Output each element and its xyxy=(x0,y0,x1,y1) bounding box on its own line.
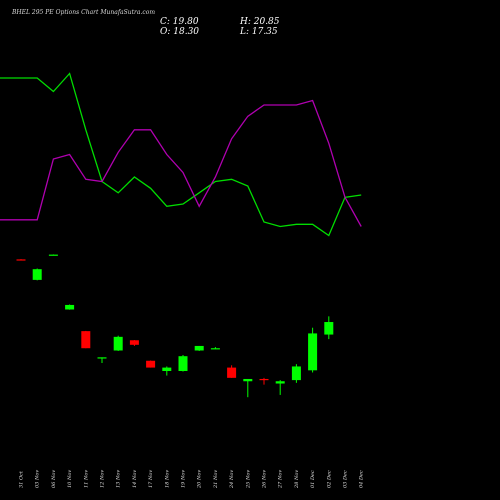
candles xyxy=(16,254,334,398)
candle-body xyxy=(291,366,301,381)
candle xyxy=(324,316,334,340)
candle-body xyxy=(210,348,220,350)
green-overlay-line xyxy=(0,72,362,237)
candle xyxy=(129,340,139,346)
x-tick-label: 27 Nov xyxy=(278,470,284,489)
x-tick-label: 06 Nov xyxy=(51,470,57,488)
candle-body xyxy=(16,259,26,261)
x-tick-label: 28 Nov xyxy=(294,470,300,489)
x-tick-label: 26 Nov xyxy=(262,470,268,489)
candle xyxy=(275,380,285,395)
candle-body xyxy=(275,381,285,384)
candle-body xyxy=(324,322,334,335)
candle-body xyxy=(97,357,107,359)
purple-overlay-line xyxy=(0,99,362,227)
x-tick-label: 04 Dec xyxy=(359,470,365,488)
candle xyxy=(227,365,237,378)
candle-body xyxy=(32,269,42,280)
low-value: L: 17.35 xyxy=(240,27,278,37)
x-tick-label: 12 Nov xyxy=(100,470,106,488)
candle-body xyxy=(146,360,156,368)
x-tick-label: 01 Dec xyxy=(310,470,316,488)
x-axis-labels: 31 Oct 03 Nov 06 Nov 10 Nov 11 Nov 12 Nov 13 N… xyxy=(19,470,365,489)
overlay-lines xyxy=(0,72,362,237)
candle-body xyxy=(129,340,139,345)
candle xyxy=(162,366,172,376)
x-tick-label: 19 Nov xyxy=(181,470,187,488)
candle-body xyxy=(243,378,253,382)
x-tick-label: 24 Nov xyxy=(229,470,235,489)
x-tick-label: 25 Nov xyxy=(245,470,251,489)
x-tick-label: 11 Nov xyxy=(83,470,89,488)
candle-body xyxy=(81,331,91,349)
candle-body xyxy=(178,356,188,371)
candle xyxy=(178,355,188,372)
candle xyxy=(16,259,26,261)
candle xyxy=(243,378,253,398)
open-value: O: 18.30 xyxy=(160,27,200,37)
candle-body xyxy=(259,378,269,381)
x-tick-label: 13 Nov xyxy=(116,470,122,488)
x-tick-label: 17 Nov xyxy=(148,470,154,488)
candle xyxy=(146,360,156,368)
candle-body xyxy=(65,304,75,310)
candle-body xyxy=(48,254,58,256)
candle xyxy=(97,357,107,364)
x-tick-label: 03 Dec xyxy=(343,470,349,488)
x-tick-label: 03 Nov xyxy=(35,470,41,488)
candle xyxy=(194,345,204,351)
close-value: C: 19.80 xyxy=(160,17,199,27)
x-tick-label: 14 Nov xyxy=(132,470,138,488)
candle xyxy=(210,347,220,350)
candle xyxy=(113,335,123,351)
candle xyxy=(48,254,58,256)
candle-body xyxy=(194,345,204,351)
x-tick-label: 02 Dec xyxy=(326,470,332,488)
x-tick-label: 10 Nov xyxy=(67,470,73,488)
candle xyxy=(32,268,42,281)
candle-body xyxy=(113,336,123,351)
candle-body xyxy=(308,333,318,371)
candle xyxy=(81,330,91,349)
x-tick-label: 21 Nov xyxy=(213,470,219,489)
candle-body xyxy=(162,367,172,371)
candle-body xyxy=(227,367,237,378)
candle xyxy=(308,327,318,373)
chart-title: BHEL 295 PE Options Chart MunafaSutra.co… xyxy=(12,9,156,16)
x-tick-label: 20 Nov xyxy=(197,470,203,489)
candle xyxy=(259,377,269,385)
high-value: H: 20.85 xyxy=(240,17,280,27)
x-tick-label: 18 Nov xyxy=(164,470,170,488)
x-tick-label: 31 Oct xyxy=(19,470,25,488)
candle xyxy=(291,364,301,383)
candle xyxy=(65,304,75,310)
